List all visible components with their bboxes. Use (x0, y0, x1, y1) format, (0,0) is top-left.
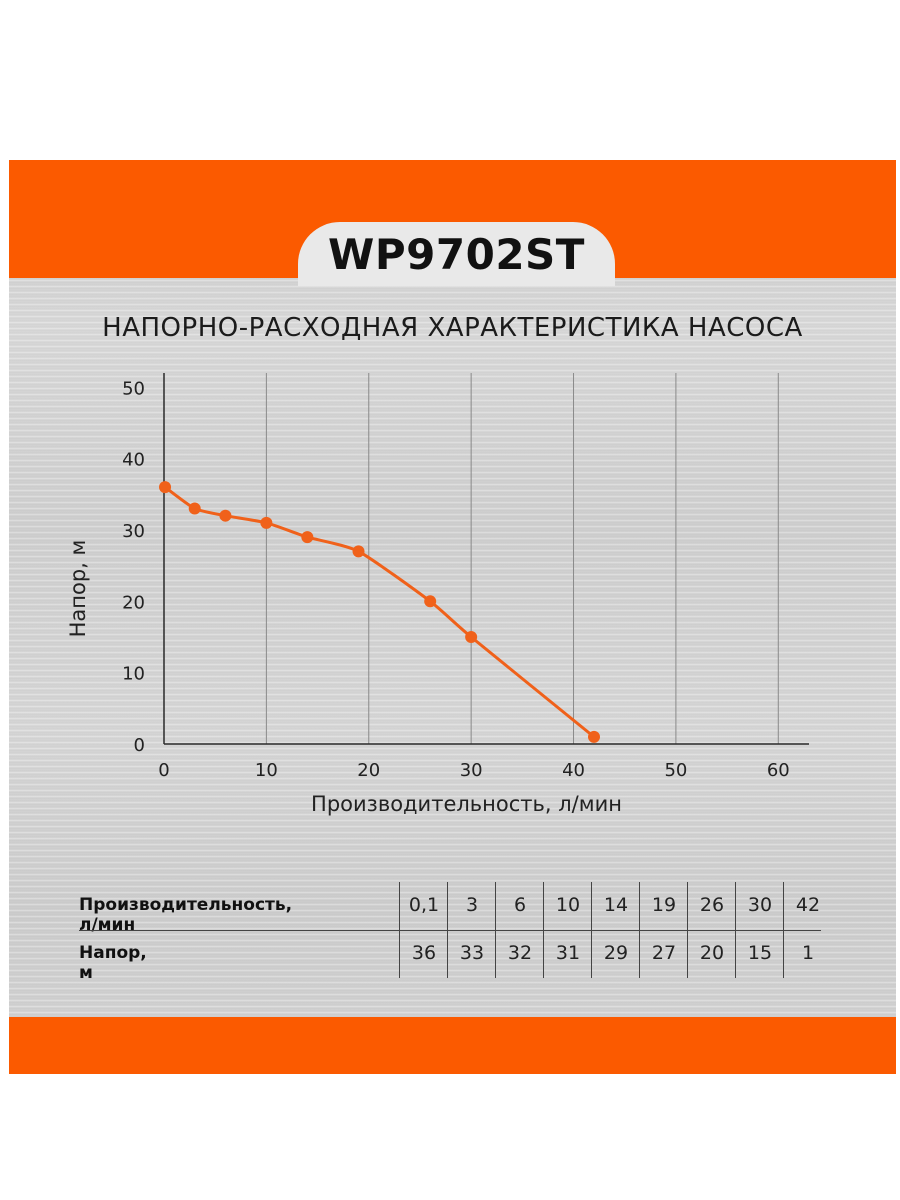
table-cell-flow: 6 (513, 894, 527, 916)
data-point-10 (260, 516, 273, 529)
table-cell-head: 36 (411, 942, 437, 964)
table-col-divider (591, 882, 592, 978)
x-tick-label-0: 0 (158, 760, 169, 781)
x-tick-label-10: 10 (255, 760, 278, 781)
x-tick-label-30: 30 (460, 760, 483, 781)
chart-title: НАПОРНО-РАСХОДНАЯ ХАРАКТЕРИСТИКА НАСОСА (102, 313, 803, 343)
y-tick-label-10: 10 (122, 664, 145, 685)
data-point-3 (188, 502, 201, 515)
table-col-divider (543, 882, 544, 978)
y-axis-title: Напор, м (66, 540, 90, 638)
table-cell-head: 29 (603, 942, 629, 964)
table-cell-flow: 3 (465, 894, 479, 916)
x-tick-label-60: 60 (767, 760, 790, 781)
spec-card: WP9702ST НАПОРНО-РАСХОДНАЯ ХАРАКТЕРИСТИК… (9, 160, 896, 1074)
table-cell-head: 31 (555, 942, 581, 964)
table-cell-head: 15 (747, 942, 773, 964)
data-point-19 (352, 545, 365, 558)
x-tick-label-20: 20 (357, 760, 380, 781)
table-col-divider (735, 882, 736, 978)
table-cell-flow: 0,1 (408, 894, 440, 916)
table-col-divider (447, 882, 448, 978)
table-cell-head: 20 (699, 942, 725, 964)
data-point-42 (588, 730, 600, 743)
table-cell-head: 1 (801, 942, 815, 964)
y-tick-label-40: 40 (122, 450, 145, 471)
table-cell-flow: 30 (747, 894, 773, 916)
x-tick-label-50: 50 (664, 760, 687, 781)
table-cell-head: 32 (507, 942, 533, 964)
data-point-6 (219, 509, 232, 522)
pump-curve-chart: 0 10 20 30 40 50 60 0 10 20 30 40 50 Производительнос… (66, 373, 809, 816)
table-cell-flow: 10 (555, 894, 581, 916)
table-col-divider (399, 882, 400, 978)
x-axis-title: Производительность, л/мин (311, 792, 622, 816)
table-col-divider (783, 882, 784, 978)
table-divider (79, 930, 821, 931)
table-col-divider (495, 882, 496, 978)
table-col-divider (639, 882, 640, 978)
data-point-26 (424, 595, 437, 608)
y-tick-label-50: 50 (122, 378, 145, 399)
table-cell-head: 27 (651, 942, 677, 964)
table-cell-flow: 19 (651, 894, 677, 916)
bottom-orange-band (9, 1017, 896, 1074)
table-row-label-head: Напор, м (79, 943, 147, 983)
y-tick-label-30: 30 (122, 521, 145, 542)
table-cell-head: 33 (459, 942, 485, 964)
x-tick-label-40: 40 (562, 760, 585, 781)
data-point-30 (465, 630, 478, 643)
table-row-label-flow: Производительность, л/мин (79, 895, 293, 935)
y-tick-label-0: 0 (134, 735, 145, 756)
series-line (164, 485, 595, 739)
table-cell-flow: 26 (699, 894, 725, 916)
data-point-0.1 (159, 481, 172, 494)
data-point-14 (301, 531, 314, 544)
model-name: WP9702ST (328, 229, 585, 279)
table-cell-flow: 14 (603, 894, 629, 916)
table-cell-flow: 42 (795, 894, 821, 916)
model-tab: WP9702ST (298, 222, 615, 286)
y-tick-label-20: 20 (122, 592, 145, 613)
table-col-divider (687, 882, 688, 978)
